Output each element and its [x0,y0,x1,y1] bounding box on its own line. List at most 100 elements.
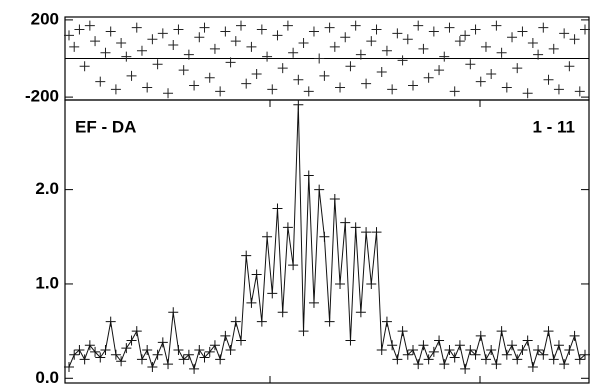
data-point [324,316,335,327]
data-point [387,84,398,95]
data-point [553,84,564,95]
data-point [194,344,205,355]
data-point [220,330,231,341]
annotation: EF - DA [75,117,136,136]
data-point [512,354,523,365]
data-point [303,86,314,97]
data-point [126,70,137,81]
data-point [178,65,189,76]
y-tick-label: 1.0 [35,273,59,292]
data-point [136,45,147,56]
data-point [496,326,507,337]
data-point [319,231,330,242]
data-point [168,307,179,318]
data-point [157,28,168,39]
data-point [345,335,356,346]
data-point [215,354,226,365]
data-point [449,86,460,97]
data-point [236,20,246,31]
data-point [507,340,518,351]
data-point [90,36,101,47]
data-point [298,326,309,337]
data-point [256,24,267,35]
data-point [84,340,95,351]
y-tick-label: 200 [31,9,59,28]
data-point [215,86,226,97]
data-point [340,217,351,228]
data-point [288,260,299,271]
data-point [329,41,340,52]
data-point [376,344,387,355]
data-point [136,354,147,365]
data-point [413,359,424,370]
data-point [126,335,137,346]
data-point [465,59,476,70]
data-point [449,352,460,363]
data-point [559,359,570,370]
data-point [293,74,304,85]
data-point [418,43,429,54]
data-point [282,20,293,31]
data-point [293,99,304,110]
data-point [517,26,528,37]
data-point [522,88,533,99]
data-point [381,316,392,327]
data-point [272,30,283,41]
data-point [262,51,273,62]
data-point [428,346,439,357]
data-point [131,326,142,337]
data-point [209,340,220,351]
data-point [173,24,184,35]
data-point [90,346,101,357]
data-point [408,80,418,91]
data-point [486,344,497,355]
data-point [199,352,210,363]
data-point [194,32,205,43]
data-point [267,288,278,299]
data-point [147,361,158,372]
data-point [246,41,257,52]
data-point [533,49,544,60]
data-point [574,354,585,365]
data-point [574,86,585,97]
data-point [397,55,408,66]
data-point [277,307,288,318]
data-point [157,337,168,348]
data-point [548,354,559,365]
data-point [308,297,319,308]
data-point [251,68,262,79]
data-line [68,104,586,371]
data-point [480,354,491,365]
data-point [580,24,590,35]
data-point [418,340,429,351]
y-tick-label: 2.0 [35,179,59,198]
data-point [303,170,314,181]
data-point [173,344,184,355]
data-point [105,316,116,327]
data-point [439,51,450,62]
data-point [569,330,580,341]
data-point [272,203,283,214]
data-point [486,68,497,79]
data-point [392,28,403,39]
data-point [142,344,153,355]
data-point [288,47,299,58]
data-point [470,24,481,35]
data-point [183,49,194,60]
data-point [564,61,575,72]
data-point [319,70,330,81]
data-point [204,346,215,357]
data-point [209,43,220,54]
data-point [183,349,194,360]
data-point [543,326,554,337]
data-point [366,36,377,47]
data-point [460,363,471,374]
data-point [428,26,439,37]
y-tick-label: -200 [25,87,59,106]
data-point [189,80,200,91]
data-point [256,316,267,327]
data-point [475,330,486,341]
data-point [501,349,512,360]
data-point [314,184,325,195]
